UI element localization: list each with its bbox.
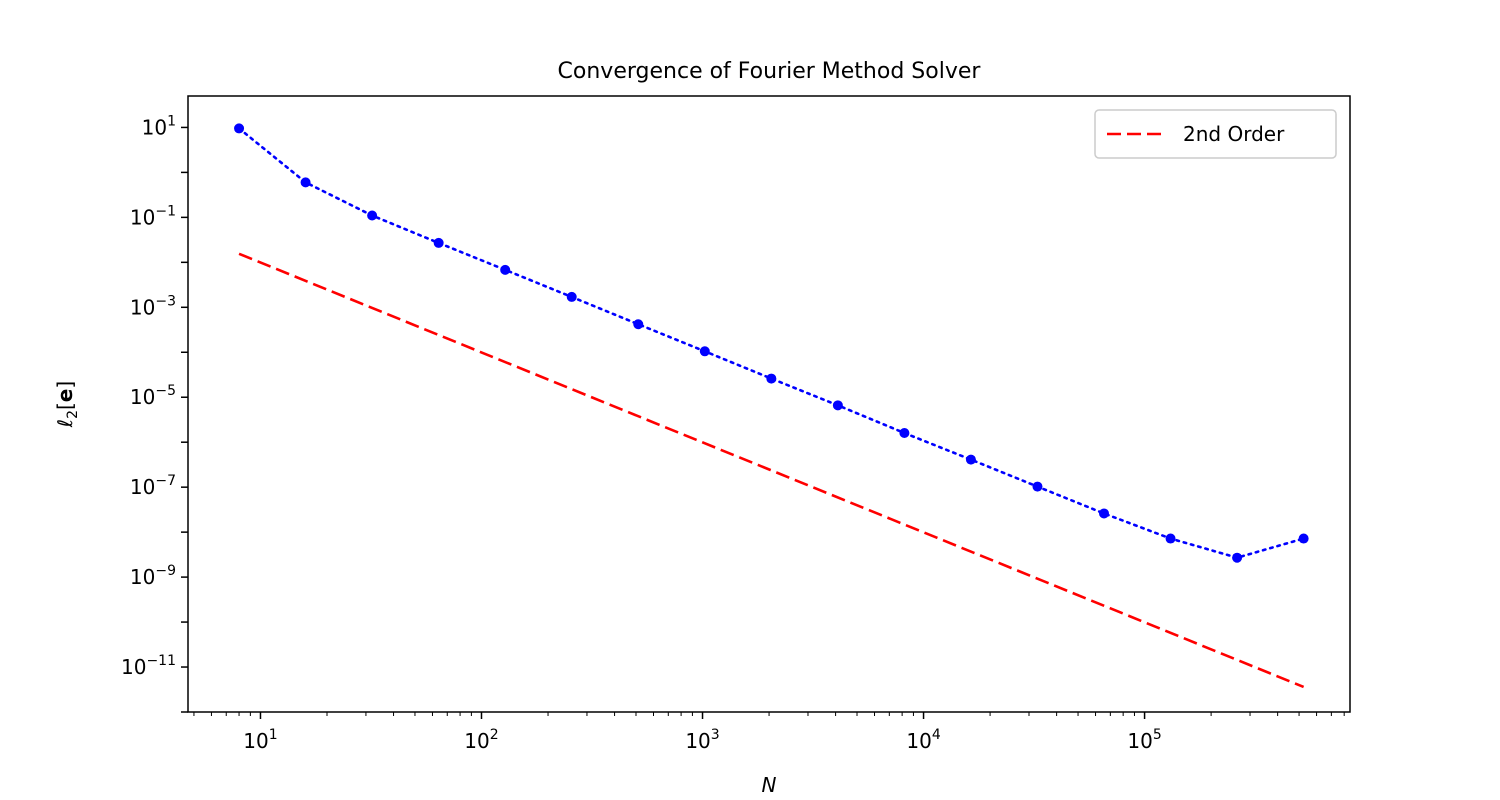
data-point: [1165, 533, 1176, 544]
y-tick-label: 101: [142, 113, 176, 139]
chart-title: Convergence of Fourier Method Solver: [558, 59, 982, 84]
y-axis-ticks: 101 10−1 10−3 10−5 10−7 10−9 10−11: [121, 113, 188, 713]
series-layer: [234, 123, 1309, 689]
y-axis-label: ℓ2[e]: [53, 381, 81, 428]
y-tick-label: 10−5: [130, 383, 176, 409]
legend: 2nd Order: [1094, 109, 1337, 159]
data-point: [766, 373, 777, 384]
x-tick-label: 104: [906, 727, 940, 753]
data-point: [633, 319, 644, 330]
data-point: [1099, 508, 1110, 519]
x-tick-label: 105: [1127, 727, 1161, 753]
y-tick-label: 10−9: [130, 563, 176, 589]
x-tick-label: 102: [464, 727, 498, 753]
series-line-0: [237, 127, 1305, 560]
data-point: [699, 346, 710, 357]
data-point: [1298, 533, 1309, 544]
data-point: [899, 428, 910, 439]
x-axis-ticks: 101 102 103 104 105: [193, 712, 1345, 753]
data-point: [965, 454, 976, 465]
y-tick-label: 10−7: [130, 473, 176, 499]
y-tick-label: 10−3: [130, 293, 176, 319]
data-point: [1032, 481, 1043, 492]
data-point: [367, 210, 378, 221]
legend-label: 2nd Order: [1183, 122, 1285, 146]
data-point: [832, 400, 843, 411]
y-tick-label: 10−11: [121, 653, 176, 679]
y-tick-label: 10−1: [130, 203, 176, 229]
legend-box: [1094, 109, 1337, 159]
data-point: [433, 237, 444, 248]
data-point: [500, 264, 511, 275]
x-axis-label: N: [762, 773, 777, 797]
series-line-1: [238, 252, 1305, 689]
data-point: [1232, 552, 1243, 563]
data-point: [566, 291, 577, 302]
x-tick-label: 103: [685, 727, 719, 753]
x-tick-label: 101: [243, 727, 277, 753]
data-point: [300, 177, 311, 188]
data-point: [234, 123, 245, 134]
plot-frame: [187, 95, 1351, 713]
